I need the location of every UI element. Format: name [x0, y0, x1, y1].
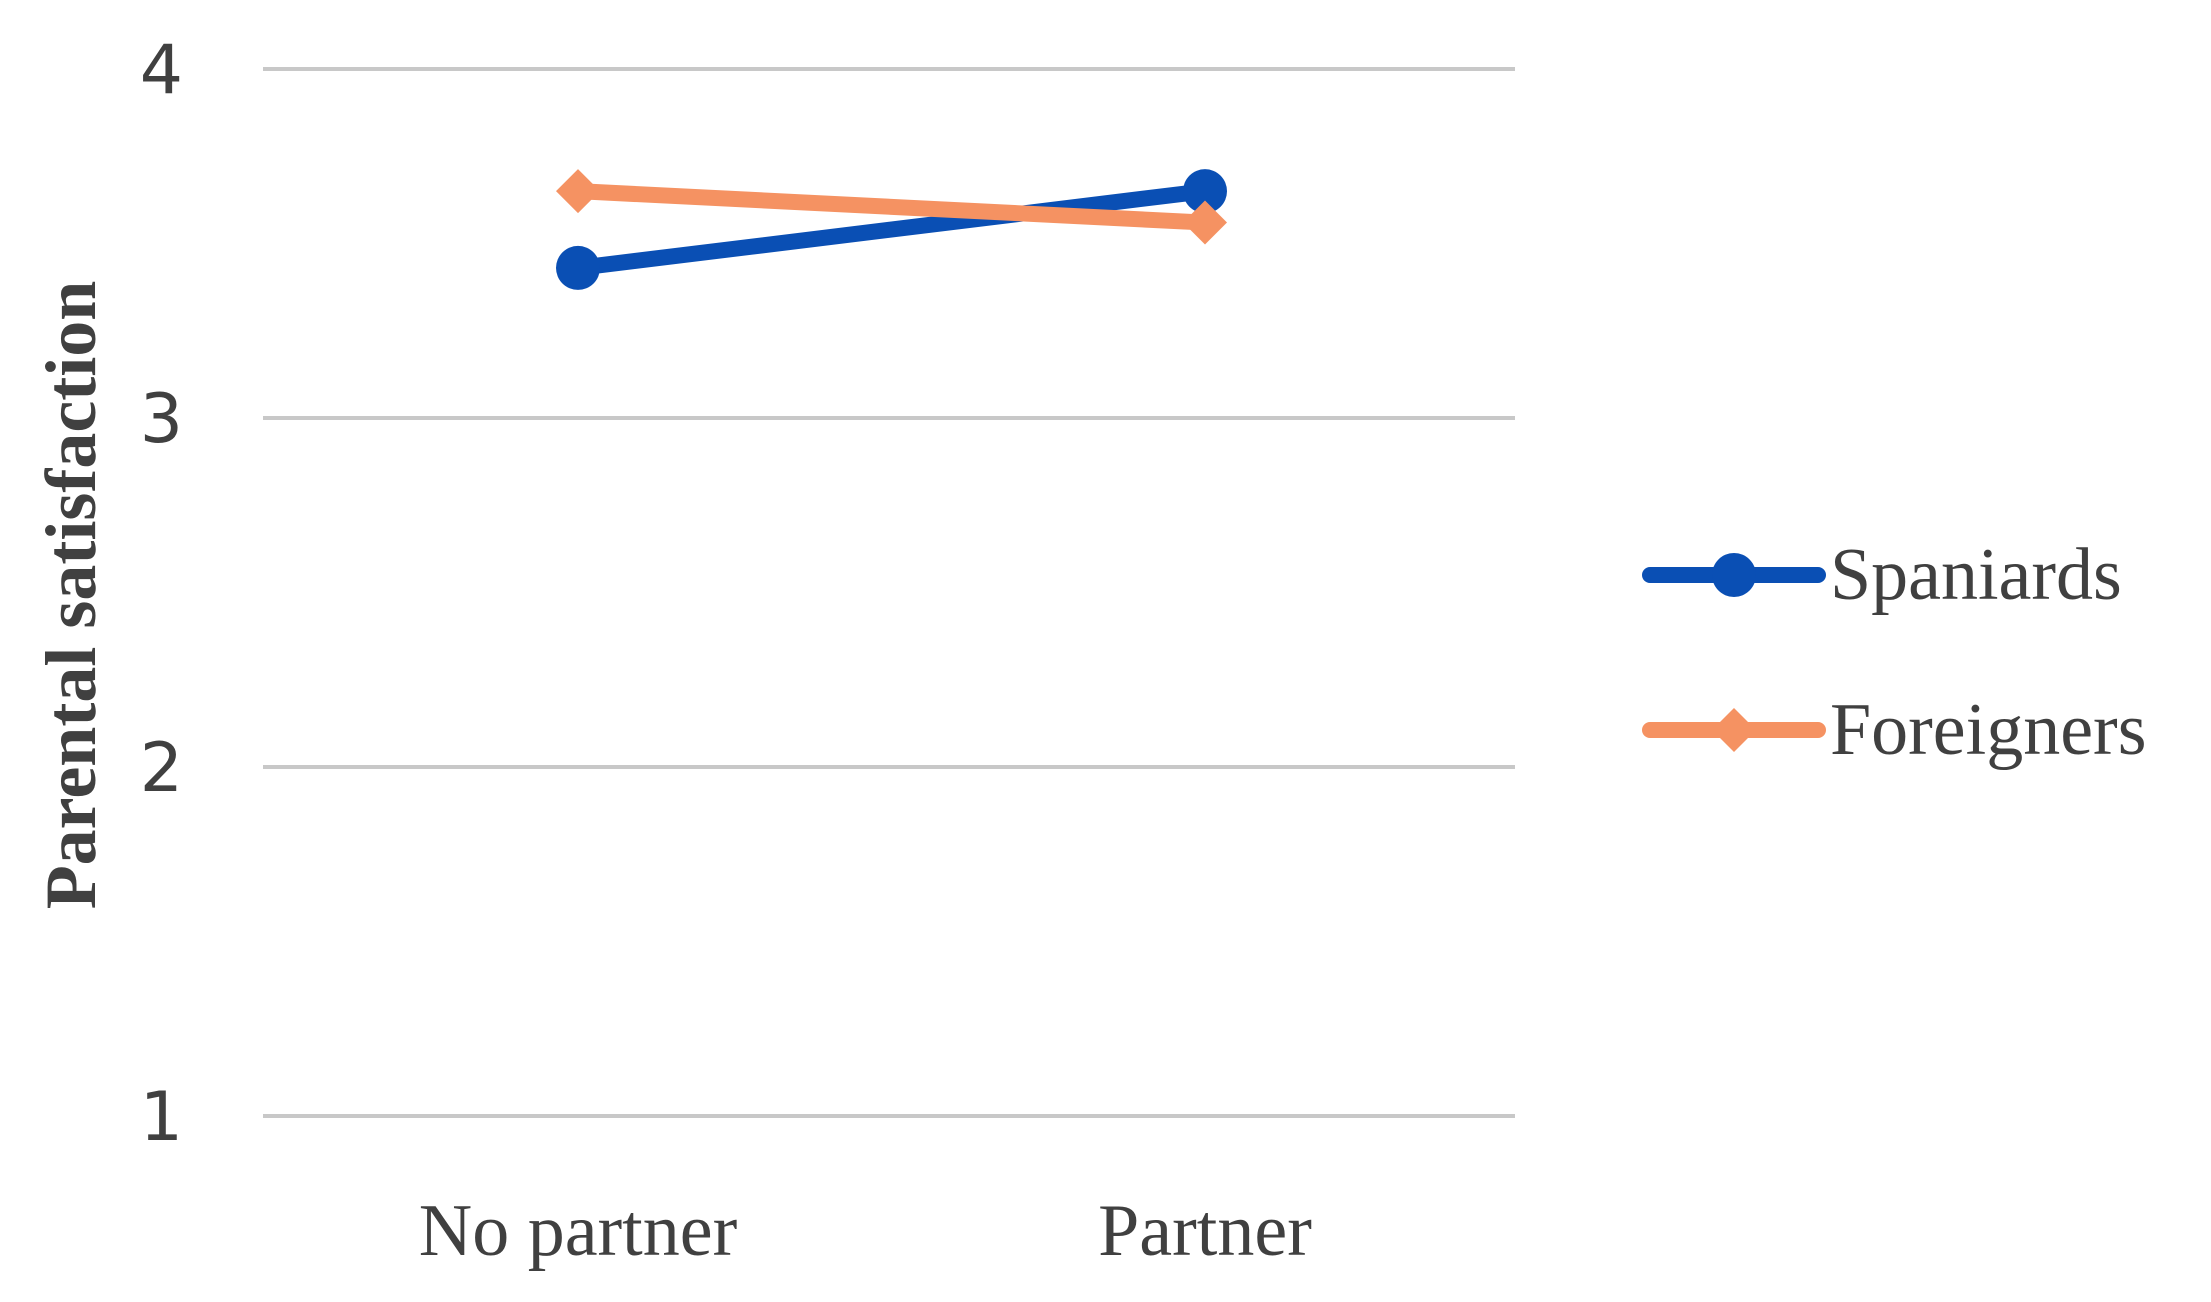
data-point-marker	[1183, 200, 1227, 245]
legend: Spaniards Foreigners	[1642, 534, 2147, 771]
data-point-marker	[556, 245, 600, 290]
y-tick-label: 3	[140, 380, 183, 459]
series-line	[570, 183, 1213, 276]
legend-item: Foreigners	[1642, 689, 2147, 771]
y-axis-ticks: 1 2 3 4	[140, 31, 183, 1157]
legend-label: Spaniards	[1830, 534, 2122, 616]
data-point-marker	[1712, 708, 1756, 752]
y-tick-label: 4	[140, 31, 183, 110]
y-axis-title: Parental satisfaction	[31, 281, 111, 910]
x-axis-categories: No partner Partner	[419, 1190, 1312, 1272]
gridlines	[263, 67, 1515, 1118]
data-point-marker	[1712, 553, 1756, 597]
data-point-marker	[1183, 169, 1227, 214]
y-tick-label: 1	[140, 1078, 183, 1157]
series-foreigners	[556, 169, 1227, 245]
y-tick-label: 2	[140, 729, 183, 808]
series-line	[570, 183, 1213, 231]
legend-label: Foreigners	[1830, 689, 2147, 771]
series-lines	[556, 169, 1227, 290]
legend-item: Spaniards	[1642, 534, 2122, 616]
x-category-label: No partner	[419, 1190, 737, 1272]
series-spaniards	[556, 169, 1227, 290]
data-point-marker	[556, 169, 600, 214]
x-category-label: Partner	[1098, 1190, 1312, 1272]
